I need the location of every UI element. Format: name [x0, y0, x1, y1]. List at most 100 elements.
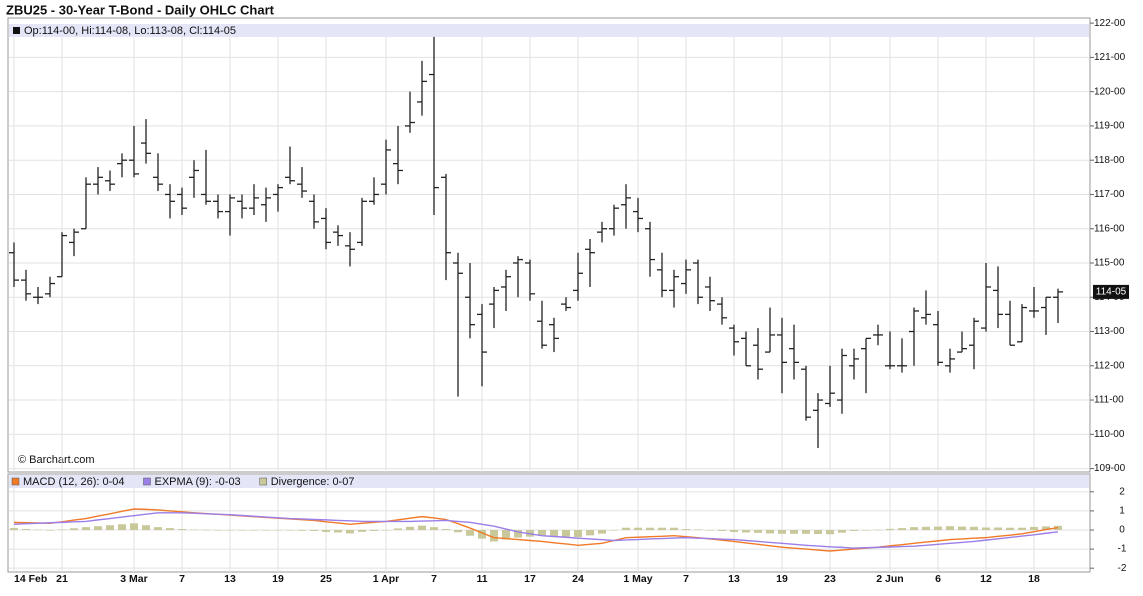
- y-tick-label: 121-00: [1094, 52, 1126, 63]
- divergence-bar: [550, 530, 558, 537]
- y-tick-label: 122-00: [1094, 18, 1126, 29]
- divergence-bar: [598, 530, 606, 534]
- divergence-bar: [910, 527, 918, 530]
- divergence-bar: [238, 530, 246, 531]
- divergence-bar: [358, 530, 366, 532]
- x-tick-label: 2 Jun: [876, 573, 903, 585]
- divergence-bar: [742, 530, 750, 533]
- divergence-bar: [778, 530, 786, 534]
- divergence-bar: [190, 529, 198, 531]
- divergence-bar: [574, 530, 582, 538]
- divergence-bar: [478, 530, 486, 539]
- x-tick-label: 13: [224, 573, 236, 585]
- macd-panel: [7, 473, 1091, 573]
- divergence-bar: [394, 528, 402, 530]
- y-tick-label: 119-00: [1094, 121, 1125, 132]
- divergence-bar: [790, 530, 798, 534]
- y-tick-label: 110-00: [1094, 429, 1125, 440]
- divergence-bar: [766, 530, 774, 534]
- divergence-bar: [430, 527, 438, 530]
- divergence-bar: [886, 528, 894, 530]
- last-price-label: 114-05: [1096, 287, 1127, 298]
- y-tick-label: -2: [1118, 563, 1127, 574]
- divergence-bar: [814, 530, 822, 535]
- divergence-bar: [670, 527, 678, 530]
- indicator-line: [13, 512, 1059, 549]
- x-tick-label: 23: [824, 573, 836, 585]
- divergence-bar: [730, 530, 738, 532]
- y-tick-label: 112-00: [1094, 360, 1125, 371]
- divergence-bar: [982, 527, 990, 530]
- legend-label: EXPMA (9): -0-03: [154, 476, 240, 488]
- legend-label: Divergence: 0-07: [271, 476, 355, 488]
- divergence-bar: [298, 530, 306, 531]
- divergence-bar: [514, 530, 522, 538]
- price-panel: [7, 17, 1091, 473]
- divergence-bar: [1042, 526, 1050, 530]
- divergence-bar: [106, 525, 114, 530]
- divergence-bar: [538, 530, 546, 536]
- divergence-bar: [694, 529, 702, 530]
- y-tick-label: 1: [1119, 506, 1125, 517]
- divergence-bar: [850, 530, 858, 531]
- divergence-bar: [958, 526, 966, 530]
- divergence-bar: [130, 523, 138, 530]
- credit: © Barchart.com: [18, 454, 95, 466]
- divergence-bar: [946, 526, 954, 530]
- x-tick-label: 21: [56, 573, 68, 585]
- divergence-bar: [94, 526, 102, 530]
- divergence-bar: [562, 530, 570, 537]
- divergence-bar: [202, 529, 210, 531]
- legend-label: MACD (12, 26): 0-04: [23, 476, 124, 488]
- y-tick-label: 113-00: [1094, 326, 1125, 337]
- x-tick-label: 1 Apr: [373, 573, 399, 585]
- divergence-bar: [718, 530, 726, 531]
- x-tick-label: 14 Feb: [14, 573, 47, 585]
- x-tick-label: 25: [320, 573, 332, 585]
- divergence-bar: [862, 530, 870, 531]
- divergence-bar: [658, 527, 666, 530]
- divergence-bar: [970, 526, 978, 530]
- x-tick-label: 7: [683, 573, 689, 585]
- x-tick-label: 7: [431, 573, 437, 585]
- divergence-bar: [826, 530, 834, 535]
- x-tick-label: 7: [179, 573, 185, 585]
- y-tick-label: 115-00: [1094, 258, 1125, 269]
- y-tick-label: 111-00: [1094, 395, 1124, 406]
- divergence-bar: [310, 530, 318, 531]
- x-tick-label: 24: [572, 573, 584, 585]
- divergence-bar: [634, 527, 642, 530]
- legend-swatch: [259, 477, 267, 486]
- x-tick-label: 17: [524, 573, 536, 585]
- ohlc-info: Op:114-00, Hi:114-08, Lo:113-08, Cl:114-…: [24, 25, 236, 37]
- divergence-bar: [274, 530, 282, 531]
- divergence-bar: [166, 528, 174, 530]
- divergence-bar: [154, 527, 162, 530]
- divergence-bar: [322, 530, 330, 532]
- divergence-bar: [1006, 527, 1014, 530]
- y-tick-label: 109-00: [1094, 463, 1126, 474]
- info-icon: [13, 27, 20, 34]
- x-tick-label: 3 Mar: [120, 573, 147, 585]
- divergence-bar: [454, 530, 462, 533]
- divergence-bar: [406, 526, 414, 530]
- divergence-bar: [82, 527, 90, 530]
- divergence-bar: [34, 529, 42, 531]
- info-strip: [9, 24, 1089, 37]
- divergence-bar: [142, 525, 150, 530]
- divergence-bar: [118, 524, 126, 530]
- divergence-bar: [874, 529, 882, 531]
- divergence-bar: [250, 530, 258, 531]
- divergence-bar: [934, 526, 942, 530]
- divergence-bar: [334, 530, 342, 533]
- x-tick-label: 1 May: [623, 573, 652, 585]
- legend-swatch: [11, 477, 20, 486]
- divergence-bar: [838, 530, 846, 533]
- last-price-box: [1093, 284, 1129, 299]
- y-tick-label: 2: [1119, 486, 1125, 497]
- divergence-bar: [214, 530, 222, 531]
- y-tick-label: 116-00: [1094, 223, 1125, 234]
- divergence-bar: [586, 530, 594, 536]
- divergence-bar: [1018, 527, 1026, 530]
